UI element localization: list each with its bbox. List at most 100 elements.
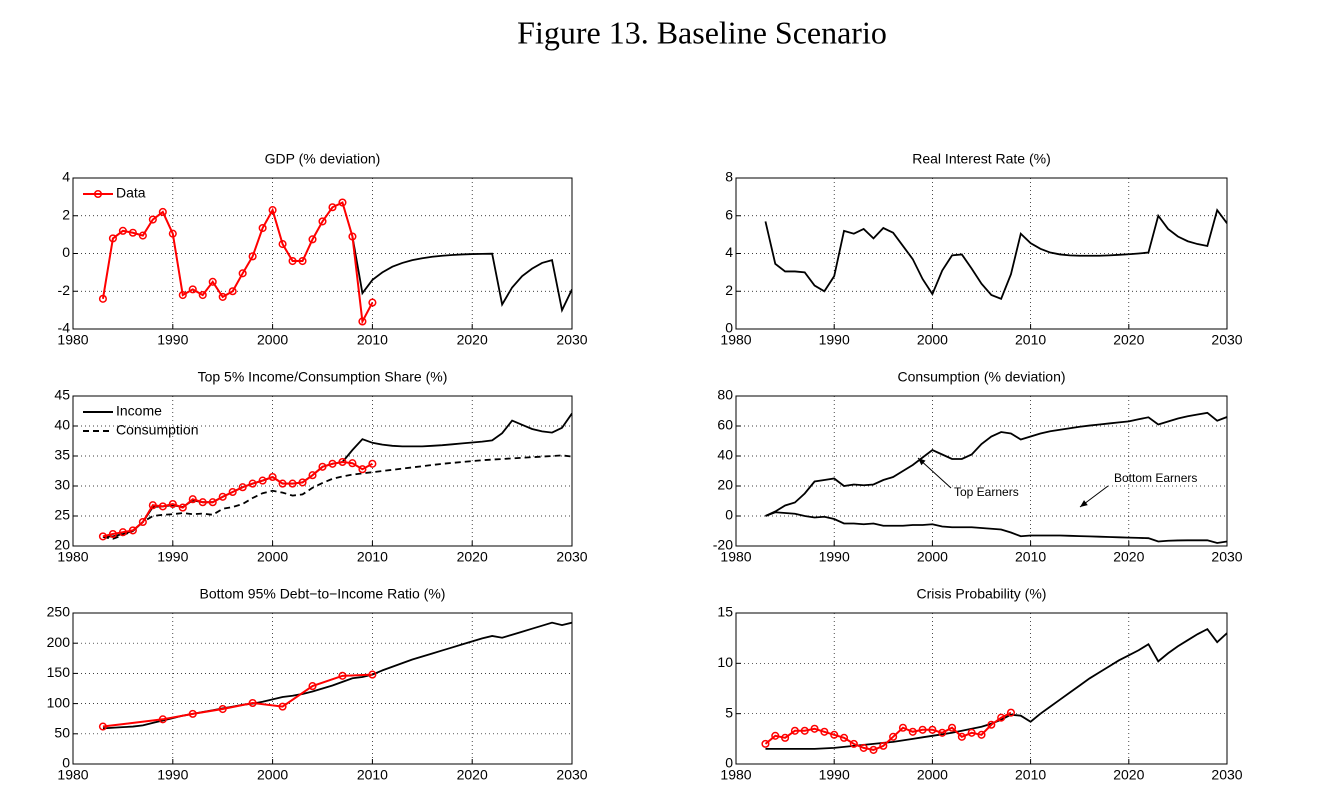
- x-tick-label: 2030: [1211, 767, 1242, 783]
- data-point: [158, 502, 167, 511]
- data-point: [328, 459, 337, 468]
- data-point: [248, 479, 257, 488]
- x-tick-label: 1980: [57, 549, 88, 565]
- figure-title: Figure 13. Baseline Scenario: [517, 14, 887, 50]
- data-point: [368, 459, 377, 468]
- x-tick-label: 1980: [57, 767, 88, 783]
- data-point: [308, 471, 317, 480]
- data-point: [228, 287, 237, 296]
- data-point: [947, 723, 957, 732]
- data-point: [128, 526, 137, 535]
- y-tick-label: 6: [725, 206, 733, 222]
- y-tick-label: 20: [717, 477, 733, 493]
- y-tick-label: 50: [54, 725, 70, 741]
- x-tick-label: 1990: [157, 332, 188, 348]
- series-line: [102, 454, 572, 540]
- y-tick-label: 35: [54, 447, 70, 463]
- data-point: [138, 231, 147, 240]
- y-tick-label: 2: [725, 282, 733, 298]
- x-tick-label: 2000: [257, 549, 288, 565]
- series-line: [101, 201, 374, 325]
- data-point: [348, 459, 357, 468]
- x-tick-label: 1990: [819, 332, 850, 348]
- x-tick-label: 1980: [720, 332, 751, 348]
- series-line: [351, 236, 572, 313]
- x-tick-label: 1980: [720, 549, 751, 565]
- x-tick-label: 2000: [257, 332, 288, 348]
- data-point: [208, 277, 217, 286]
- x-tick-label: 2010: [1015, 332, 1046, 348]
- data-point: [208, 498, 217, 507]
- data-point: [820, 727, 829, 736]
- y-tick-label: 30: [54, 477, 70, 493]
- data-point: [268, 472, 277, 482]
- data-point: [869, 745, 878, 754]
- data-point: [158, 207, 167, 217]
- chart-title: GDP (% deviation): [265, 151, 381, 167]
- data-point: [928, 725, 937, 734]
- y-tick-label: -2: [58, 282, 71, 298]
- data-point: [198, 498, 207, 507]
- y-tick-label: 4: [725, 244, 733, 260]
- data-point: [781, 733, 790, 742]
- data-point: [98, 532, 107, 541]
- data-point: [318, 462, 327, 471]
- data-point: [997, 713, 1006, 722]
- plot-frame: [735, 612, 1228, 765]
- data-point: [108, 234, 117, 243]
- legend-label: Consumption: [116, 422, 199, 438]
- y-tick-label: 0: [725, 320, 733, 336]
- data-point: [168, 499, 177, 509]
- data-point: [258, 223, 267, 233]
- data-point: [118, 226, 127, 235]
- plot-frame: [735, 395, 1228, 547]
- y-tick-label: -4: [58, 320, 71, 336]
- x-tick-label: 2000: [257, 767, 288, 783]
- data-point: [338, 671, 347, 680]
- data-point: [967, 728, 976, 737]
- y-tick-label: 2: [62, 206, 70, 222]
- x-tick-label: 2010: [357, 549, 388, 565]
- x-tick-label: 2020: [457, 549, 488, 565]
- data-point: [830, 730, 839, 739]
- data-point: [178, 503, 187, 512]
- data-point: [908, 727, 917, 736]
- y-tick-label: 200: [47, 634, 71, 650]
- y-tick-label: 0: [725, 755, 733, 771]
- data-point: [108, 529, 117, 539]
- data-point: [248, 698, 257, 708]
- data-point: [957, 732, 966, 741]
- data-point: [810, 724, 819, 733]
- data-point: [248, 252, 257, 261]
- x-tick-label: 2000: [917, 767, 948, 783]
- data-point: [308, 235, 317, 244]
- data-point: [148, 215, 157, 224]
- data-point: [238, 483, 247, 492]
- x-tick-label: 1980: [57, 332, 88, 348]
- data-point: [889, 732, 898, 741]
- x-tick-label: 2020: [457, 332, 488, 348]
- annotation: Bottom Earners: [1114, 471, 1197, 485]
- chart-title: Crisis Probability (%): [917, 586, 1047, 602]
- y-tick-label: 5: [725, 704, 733, 720]
- data-point: [308, 682, 317, 691]
- data-point: [298, 257, 307, 266]
- chart-title: Consumption (% deviation): [897, 369, 1065, 385]
- y-tick-label: 25: [54, 507, 70, 523]
- data-point: [790, 726, 799, 735]
- x-tick-label: 2000: [917, 549, 948, 565]
- x-tick-label: 2010: [1015, 767, 1046, 783]
- y-tick-label: 4: [62, 169, 70, 185]
- data-point: [338, 457, 347, 467]
- data-point: [318, 217, 327, 226]
- series-line: [765, 411, 1227, 517]
- legend-marker: [93, 189, 103, 199]
- y-tick-label: 250: [47, 604, 71, 620]
- x-tick-label: 2020: [457, 767, 488, 783]
- data-point: [771, 731, 780, 740]
- data-point: [188, 709, 197, 718]
- data-point: [338, 198, 347, 207]
- data-point: [839, 733, 849, 742]
- annotation-arrow: [917, 457, 952, 489]
- x-tick-label: 1990: [157, 549, 188, 565]
